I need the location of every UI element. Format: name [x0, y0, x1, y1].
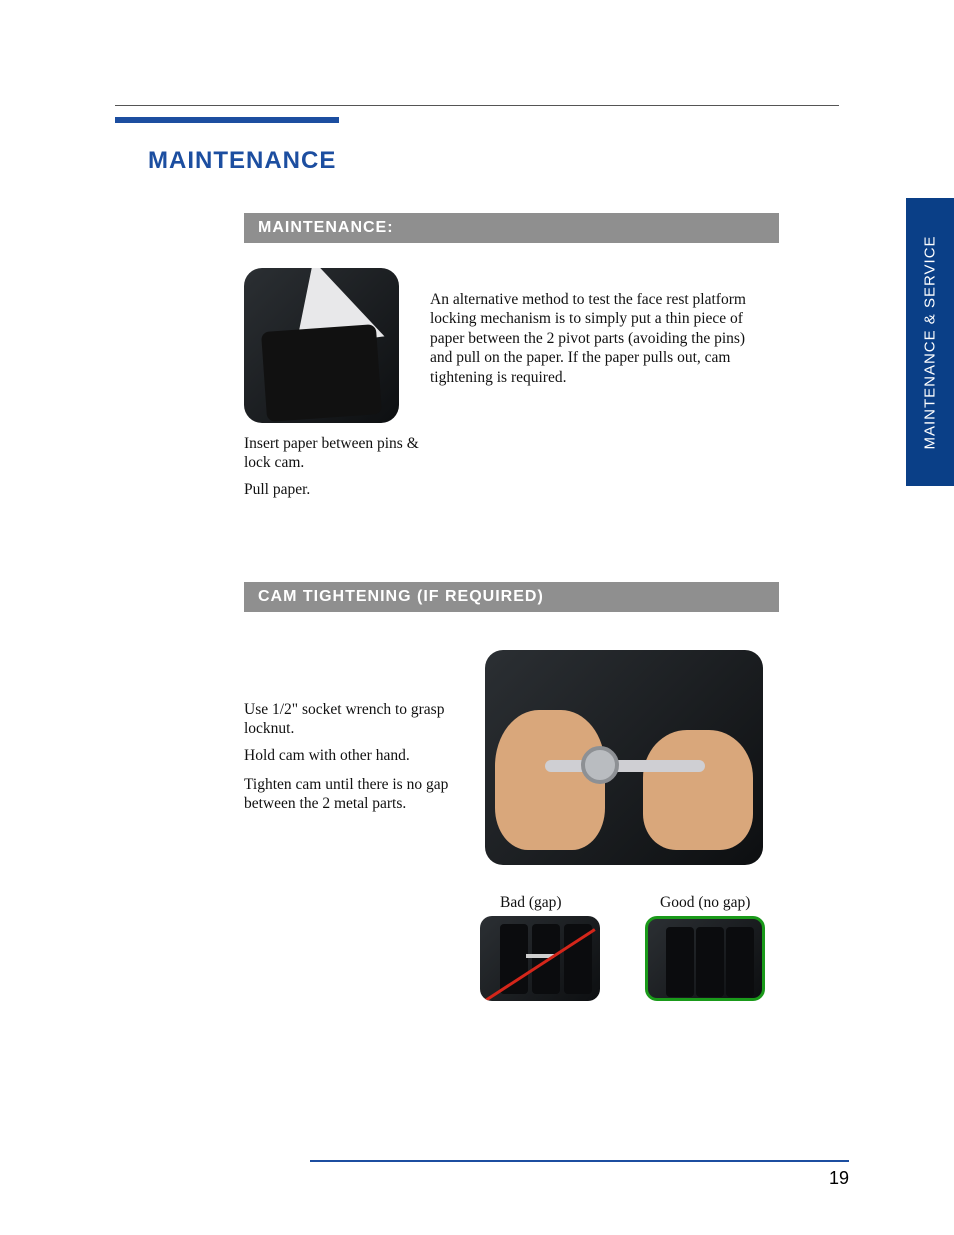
label-bad: Bad (gap)	[500, 893, 620, 912]
photo-bad-gap	[480, 916, 600, 1001]
strike-line-icon	[485, 921, 595, 996]
photo-paper-test	[244, 268, 399, 423]
side-tab-label: MAINTENANCE & SERVICE	[922, 235, 939, 449]
section-bar-cam: CAM TIGHTENING (IF REQUIRED)	[244, 582, 779, 612]
page-number: 19	[829, 1168, 849, 1189]
hand-right-icon	[643, 730, 753, 850]
caption-insert-paper: Insert paper between pins & lock cam.	[244, 434, 424, 473]
caption-pull-paper: Pull paper.	[244, 480, 424, 499]
wrench-bar-icon	[545, 760, 705, 772]
side-tab: MAINTENANCE & SERVICE	[906, 198, 954, 486]
photo-good-nogap	[645, 916, 765, 1001]
cam-step-1: Use 1/2" socket wrench to grasp locknut.	[244, 700, 459, 739]
section-bar-maintenance: MAINTENANCE:	[244, 213, 779, 243]
top-rule-thick	[115, 117, 339, 123]
clamp-icon	[261, 324, 382, 422]
footer-rule	[310, 1160, 849, 1162]
paragraph-maintenance: An alternative method to test the face r…	[430, 290, 770, 387]
photo-cam-tighten	[485, 650, 763, 865]
top-rule-thin	[115, 105, 839, 106]
pivot-col-icon	[666, 927, 694, 997]
page-title: MAINTENANCE	[148, 147, 336, 175]
pivot-col-icon	[696, 927, 724, 997]
locknut-icon	[581, 746, 619, 784]
page: MAINTENANCE MAINTENANCE & SERVICE MAINTE…	[0, 0, 954, 1235]
cam-step-2: Hold cam with other hand.	[244, 746, 459, 765]
cam-step-3: Tighten cam until there is no gap betwee…	[244, 775, 459, 814]
pivot-col-icon	[726, 927, 754, 997]
label-good: Good (no gap)	[660, 893, 800, 912]
